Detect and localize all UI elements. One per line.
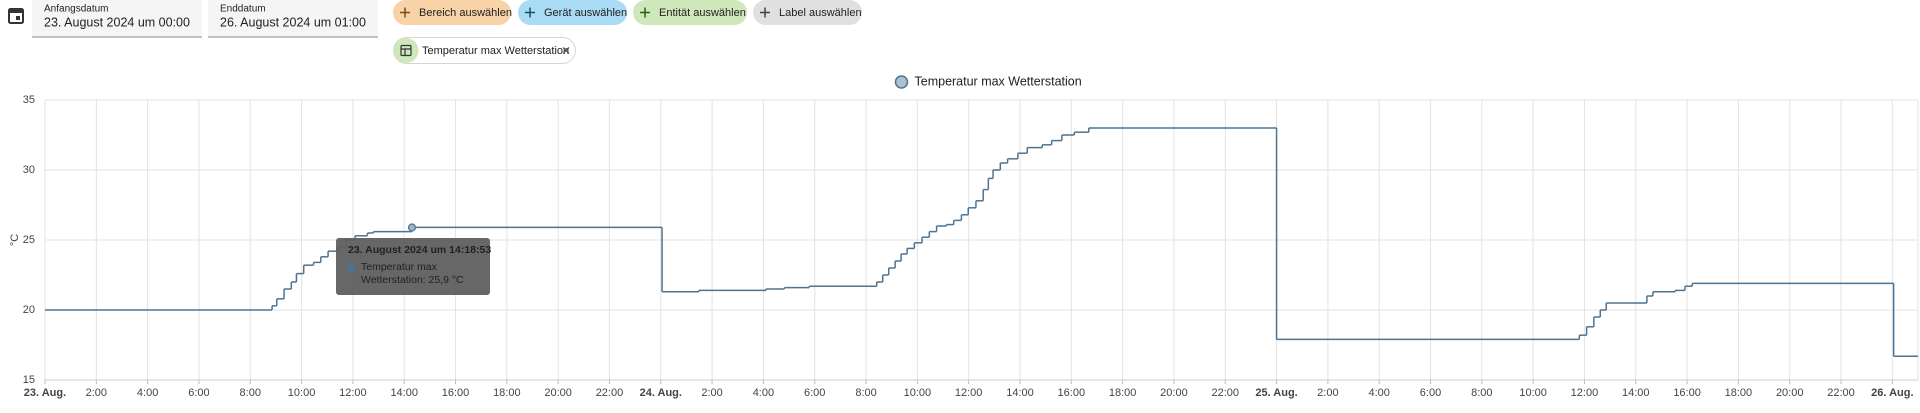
tooltip-layer: 23. August 2024 um 14:18:53 Temperatur ma… xyxy=(336,223,491,295)
x-tick-label: 12:00 xyxy=(339,387,367,399)
x-tick-label: 4:00 xyxy=(753,387,774,399)
x-tick-label: 20:00 xyxy=(1776,387,1804,399)
x-tick-label: 20:00 xyxy=(544,387,572,399)
x-tick-label: 10:00 xyxy=(904,387,932,399)
x-tick-label: 18:00 xyxy=(1109,387,1137,399)
tooltip-line: Wetterstation: 25,9 °C xyxy=(361,274,464,286)
area-chip[interactable]: Bereich auswählen xyxy=(393,0,512,25)
calendar-icon[interactable] xyxy=(8,8,24,24)
tooltip-marker xyxy=(346,262,356,272)
entity-chip[interactable]: Entität auswählen xyxy=(633,0,747,25)
field-label: Anfangsdatum xyxy=(44,4,109,15)
legend-marker xyxy=(894,75,909,89)
x-tick-label: 18:00 xyxy=(493,387,521,399)
end-date-field[interactable]: Enddatum 26. August 2024 um 01:00 xyxy=(208,0,378,38)
x-tick-label: 10:00 xyxy=(1519,387,1547,399)
legend-label: Temperatur max Wetterstation xyxy=(915,74,1082,88)
x-tick-label: 23. Aug. xyxy=(24,387,66,399)
chip-label: Label auswählen xyxy=(779,7,862,19)
field-value: 23. August 2024 um 00:00 xyxy=(44,15,190,29)
x-tick-label: 16:00 xyxy=(1058,387,1086,399)
selected-entity-chip[interactable]: Temperatur max Wetterstation xyxy=(393,37,576,64)
x-tick-label: 6:00 xyxy=(804,387,825,399)
chip-label: Gerät auswählen xyxy=(544,7,627,19)
x-tick-label: 14:00 xyxy=(1006,387,1034,399)
x-tick-label: 12:00 xyxy=(955,387,983,399)
x-tick-label: 2:00 xyxy=(1317,387,1338,399)
x-tick-label: 14:00 xyxy=(390,387,418,399)
field-value: 26. August 2024 um 01:00 xyxy=(220,15,366,29)
hover-point xyxy=(407,223,417,232)
tooltip-box xyxy=(336,238,490,295)
x-tick-label: 8:00 xyxy=(855,387,876,399)
label-chip[interactable]: Label auswählen xyxy=(753,0,862,25)
x-tick-label: 26. Aug. xyxy=(1871,387,1913,399)
x-tick-label: 22:00 xyxy=(1211,387,1239,399)
device-chip[interactable]: Gerät auswählen xyxy=(518,0,627,25)
x-tick-label: 2:00 xyxy=(701,387,722,399)
tooltip-title: 23. August 2024 um 14:18:53 xyxy=(348,244,491,256)
x-tick-label: 8:00 xyxy=(1471,387,1492,399)
chip-label: Temperatur max Wetterstation xyxy=(422,45,569,57)
x-tick-label: 2:00 xyxy=(86,387,107,399)
x-tick-label: 18:00 xyxy=(1725,387,1753,399)
field-label: Enddatum xyxy=(220,4,266,15)
x-tick-label: 4:00 xyxy=(137,387,158,399)
x-tick-label: 4:00 xyxy=(1368,387,1389,399)
x-tick-label: 25. Aug. xyxy=(1255,387,1297,399)
y-tick-label: 35 xyxy=(23,94,35,106)
x-tick-label: 22:00 xyxy=(596,387,624,399)
x-tick-label: 22:00 xyxy=(1827,387,1855,399)
y-tick-label: 25 xyxy=(23,234,35,246)
y-tick-label: 30 xyxy=(23,164,35,176)
x-tick-label: 8:00 xyxy=(240,387,261,399)
x-tick-label: 16:00 xyxy=(1673,387,1701,399)
chip-label: Bereich auswählen xyxy=(419,7,512,19)
start-date-field[interactable]: Anfangsdatum 23. August 2024 um 00:00 xyxy=(32,0,202,38)
tooltip-line: Temperatur max xyxy=(361,261,438,273)
x-tick-label: 12:00 xyxy=(1571,387,1599,399)
x-tick-label: 6:00 xyxy=(1420,387,1441,399)
y-tick-label: 20 xyxy=(23,304,35,316)
x-tick-label: 16:00 xyxy=(442,387,470,399)
x-tick-label: 6:00 xyxy=(188,387,209,399)
x-tick-label: 10:00 xyxy=(288,387,316,399)
x-tick-label: 20:00 xyxy=(1160,387,1188,399)
x-tick-label: 14:00 xyxy=(1622,387,1650,399)
y-axis-label: °C xyxy=(9,234,21,246)
chip-label: Entität auswählen xyxy=(659,7,746,19)
y-tick-label: 15 xyxy=(23,374,35,386)
x-tick-label: 24. Aug. xyxy=(640,387,682,399)
remove-icon[interactable] xyxy=(562,47,570,54)
